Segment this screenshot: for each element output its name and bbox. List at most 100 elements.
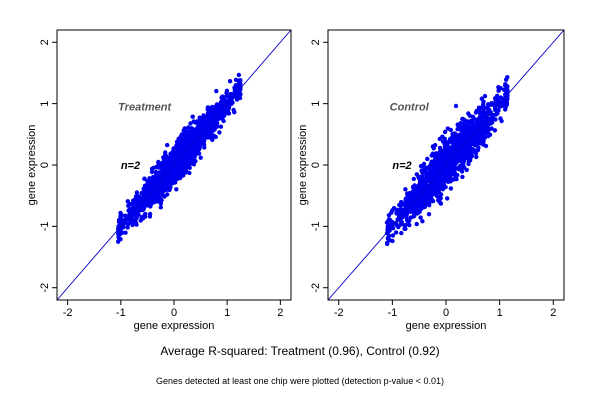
scatter-point	[404, 217, 410, 223]
scatter-point	[141, 200, 147, 206]
scatter-point	[157, 185, 163, 190]
scatter-point	[165, 192, 170, 197]
scatter-point	[419, 206, 424, 211]
y-axis-label: gene expression	[297, 125, 309, 206]
scatter-point	[123, 230, 128, 235]
scatter-point	[473, 143, 478, 148]
scatter-point	[386, 222, 391, 228]
scatter-point	[459, 169, 465, 174]
scatter-point	[425, 199, 430, 204]
scatter-point	[439, 177, 444, 183]
scatter-point	[444, 141, 449, 146]
scatter-point	[213, 104, 218, 110]
scatter-point	[390, 220, 395, 225]
scatter-point	[476, 145, 481, 151]
scatter-point	[469, 150, 474, 155]
scatter-point	[151, 175, 156, 180]
scatter-point	[482, 93, 488, 99]
scatter-point	[404, 212, 409, 218]
scatter-point	[459, 159, 465, 165]
scatter-point	[498, 95, 504, 100]
scatter-point	[471, 134, 477, 140]
scatter-point	[494, 111, 499, 117]
scatter-point	[503, 83, 508, 88]
scatter-point	[217, 130, 222, 135]
scatter-point	[196, 122, 201, 127]
scatter-point	[207, 109, 213, 115]
scatter-point	[452, 135, 457, 140]
scatter-point	[460, 174, 465, 180]
scatter-point	[498, 116, 503, 121]
scatter-point	[220, 108, 226, 114]
scatter-point	[393, 230, 399, 235]
scatter-point	[125, 225, 130, 230]
scatter-point	[481, 106, 486, 111]
scatter-point	[418, 215, 423, 220]
scatter-point	[479, 96, 484, 101]
scatter-point	[503, 107, 508, 112]
scatter-point	[236, 72, 242, 78]
scatter-point	[411, 176, 416, 182]
x-tick-label: -2	[63, 307, 73, 319]
scatter-point	[179, 161, 184, 166]
scatter-point	[443, 155, 448, 160]
scatter-point	[162, 153, 168, 158]
sample-count-annotation: n=2	[392, 160, 411, 172]
scatter-point	[175, 164, 180, 169]
scatter-point	[145, 202, 150, 208]
identity-reference-line	[328, 30, 564, 300]
scatter-point	[462, 145, 468, 150]
scatter-point	[141, 186, 146, 192]
x-tick-label: -2	[334, 307, 344, 319]
scatter-point	[407, 222, 412, 228]
sample-count-annotation: n=2	[121, 160, 140, 172]
scatter-point	[231, 107, 236, 113]
scatter-point	[182, 165, 188, 170]
scatter-point	[399, 222, 404, 227]
scatter-point	[496, 88, 501, 93]
scatter-point	[414, 172, 419, 177]
scatter-point	[134, 190, 140, 195]
scatter-point	[429, 193, 434, 198]
x-tick-label: 1	[497, 307, 503, 319]
scatter-point	[220, 94, 225, 99]
scatter-point	[196, 132, 201, 138]
scatter-point	[198, 155, 203, 160]
scatter-point	[464, 167, 469, 173]
identity-reference-line	[57, 30, 291, 300]
x-axis-label: gene expression	[134, 320, 215, 332]
scatter-point	[183, 168, 189, 174]
y-tick-label: 1	[39, 101, 51, 107]
scatter-point	[158, 164, 164, 169]
scatter-point	[431, 178, 437, 183]
y-tick-label: -2	[310, 283, 322, 293]
scatter-point	[154, 197, 159, 202]
scatter-point	[481, 102, 486, 107]
scatter-point	[433, 189, 439, 194]
scatter-point	[142, 176, 147, 181]
scatter-point	[467, 158, 472, 163]
scatter-point	[234, 97, 240, 102]
scatter-point	[482, 135, 488, 140]
scatter-point	[399, 200, 404, 205]
scatter-point	[480, 111, 486, 117]
scatter-point	[182, 126, 187, 131]
scatter-point	[165, 142, 170, 148]
scatter-point	[403, 187, 408, 192]
scatter-point	[489, 101, 494, 107]
scatter-point	[180, 135, 185, 140]
scatter-point	[415, 210, 420, 216]
scatter-point	[395, 211, 401, 217]
scatter-point	[472, 126, 477, 131]
scatter-point	[455, 122, 460, 127]
scatter-point	[440, 181, 445, 187]
scatter-point	[399, 230, 404, 236]
scatter-point	[483, 143, 489, 149]
scatter-point	[460, 131, 465, 137]
y-tick-label: 0	[310, 162, 322, 168]
y-tick-label: 1	[310, 101, 322, 107]
panel-title: Treatment	[118, 102, 172, 114]
scatter-point	[452, 146, 457, 152]
scatter-point	[478, 118, 483, 123]
